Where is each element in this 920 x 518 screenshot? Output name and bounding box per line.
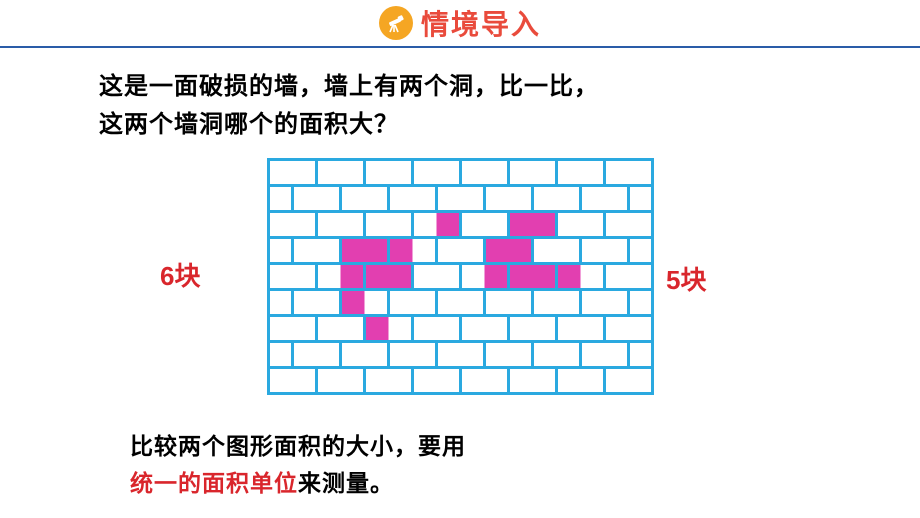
conclusion-part2: 来测量。 [298, 470, 394, 496]
conclusion-text: 比较两个图形面积的大小，要用 统一的面积单位来测量。 [130, 428, 790, 502]
wall-svg [267, 158, 654, 395]
question-line2: 这两个墙洞哪个的面积大？ [99, 111, 399, 138]
header-divider [0, 46, 920, 48]
slide-header: 情境导入 [0, 0, 920, 46]
header-title: 情境导入 [421, 3, 541, 43]
conclusion-part1: 比较两个图形面积的大小，要用 [130, 433, 466, 459]
question-line1: 这是一面破损的墙，墙上有两个洞，比一比， [99, 73, 599, 100]
telescope-icon [379, 6, 413, 40]
question-text: 这是一面破损的墙，墙上有两个洞，比一比， 这两个墙洞哪个的面积大？ [99, 68, 819, 145]
wall-diagram [0, 158, 920, 395]
conclusion-highlight: 统一的面积单位 [130, 470, 298, 496]
slide: { "header": { "title": "情境导入", "icon_bg"… [0, 0, 920, 518]
